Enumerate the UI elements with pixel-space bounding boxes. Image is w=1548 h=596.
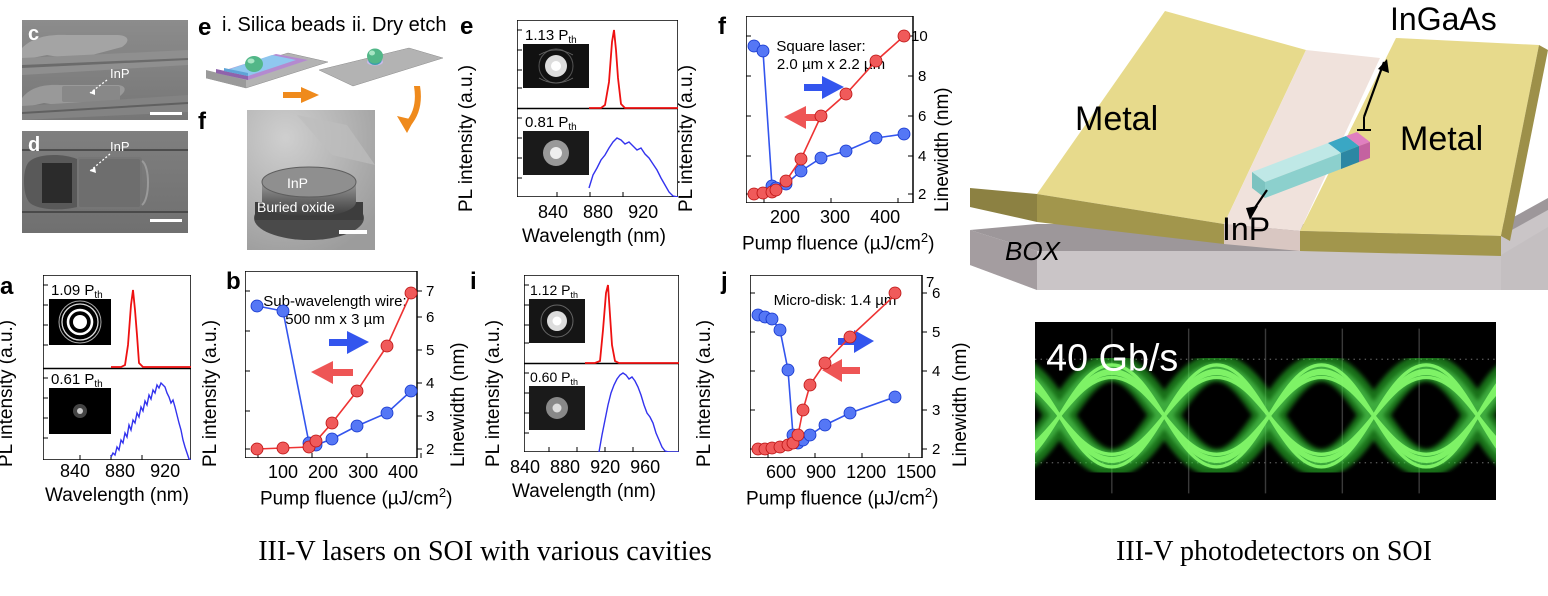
svg-text:2: 2 [932, 441, 940, 458]
svg-text:4: 4 [426, 375, 434, 392]
svg-text:2.0 µm x 2.2 µm: 2.0 µm x 2.2 µm [777, 56, 885, 73]
svg-text:2: 2 [426, 441, 434, 458]
svg-text:6: 6 [918, 108, 926, 125]
svg-text:BOX: BOX [1005, 236, 1062, 266]
svg-text:4: 4 [932, 363, 940, 380]
svg-text:3: 3 [932, 402, 940, 419]
svg-text:8: 8 [918, 68, 926, 85]
svg-text:d: d [28, 134, 40, 156]
svg-text:7: 7 [926, 275, 934, 291]
svg-text:Micro-disk: 1.4 µm: Micro-disk: 1.4 µm [774, 292, 897, 309]
svg-text:4: 4 [918, 148, 926, 165]
svg-text:10: 10 [911, 28, 928, 45]
svg-text:Square laser:: Square laser: [776, 38, 865, 55]
svg-text:InP: InP [1222, 211, 1270, 247]
svg-text:500 nm x 3 µm: 500 nm x 3 µm [285, 311, 385, 328]
svg-text:3: 3 [426, 408, 434, 425]
svg-text:InP: InP [110, 66, 130, 81]
svg-text:5: 5 [426, 342, 434, 359]
svg-text:Metal: Metal [1075, 100, 1158, 138]
svg-text:c: c [28, 23, 39, 45]
svg-text:InP: InP [287, 175, 308, 191]
svg-text:7: 7 [426, 283, 434, 300]
svg-text:Buried oxide: Buried oxide [257, 199, 335, 215]
svg-text:6: 6 [426, 309, 434, 326]
svg-text:InP: InP [110, 139, 130, 154]
svg-text:5: 5 [932, 324, 940, 341]
svg-text:Metal: Metal [1400, 120, 1483, 158]
svg-text:40 Gb/s: 40 Gb/s [1046, 336, 1178, 378]
svg-text:InGaAs: InGaAs [1390, 1, 1497, 37]
svg-text:2: 2 [918, 186, 926, 203]
